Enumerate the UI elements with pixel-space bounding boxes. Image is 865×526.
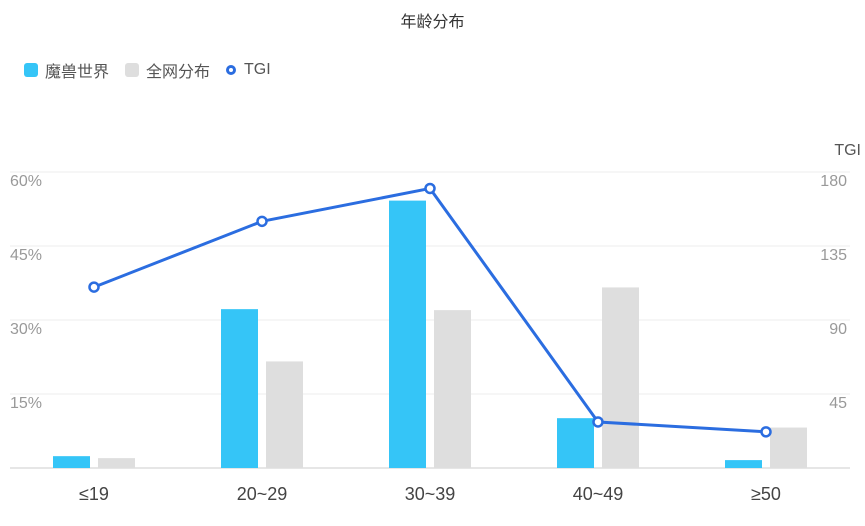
bar-all <box>602 287 639 468</box>
tgi-point <box>760 426 772 438</box>
legend-label-tgi: TGI <box>244 61 271 78</box>
y-right-tick-label: 90 <box>829 321 847 338</box>
bar-all <box>98 458 135 468</box>
legend-item-wow[interactable]: 魔兽世界 <box>24 58 109 82</box>
x-tick-label: 40~49 <box>573 484 624 504</box>
chart-title: 年龄分布 <box>400 14 465 31</box>
y-left-tick-label: 45% <box>10 247 42 264</box>
tgi-point <box>424 182 436 195</box>
bar-wow <box>725 460 762 468</box>
bar-wow <box>221 309 258 468</box>
tgi-point <box>592 416 604 428</box>
legend-item-all[interactable]: 全网分布 <box>125 58 210 82</box>
legend-swatch-all <box>125 63 140 77</box>
bar-all <box>770 427 807 468</box>
bar-wow <box>389 200 426 468</box>
y-right-tick-label: 135 <box>820 247 847 264</box>
x-tick-label: ≤19 <box>79 484 109 504</box>
y-right-tick-label: 45 <box>829 395 847 412</box>
y-right-tick-label: 180 <box>820 173 847 190</box>
y-left-tick-label: 60% <box>10 173 42 190</box>
legend-label-wow: 魔兽世界 <box>45 64 110 81</box>
legend-swatch-wow <box>24 63 38 77</box>
legend-item-tgi[interactable]: TGI <box>226 61 271 79</box>
tgi-point <box>88 281 100 293</box>
chart-legend: 魔兽世界 全网分布 TGI <box>24 58 287 82</box>
y-right-axis-label: TGI <box>834 142 861 159</box>
y-left-tick-label: 30% <box>10 321 42 338</box>
legend-label-all: 全网分布 <box>146 64 211 81</box>
legend-swatch-tgi <box>226 65 237 75</box>
x-tick-label: ≥50 <box>751 484 781 504</box>
tgi-point <box>256 215 268 228</box>
x-tick-label: 20~29 <box>237 484 288 504</box>
x-tick-label: 30~39 <box>405 484 456 504</box>
bar-all <box>266 361 303 468</box>
tgi-line <box>93 186 767 434</box>
bar-wow <box>53 456 90 468</box>
bar-wow <box>557 418 594 468</box>
y-left-tick-label: 15% <box>10 395 42 412</box>
bar-all <box>434 310 471 468</box>
